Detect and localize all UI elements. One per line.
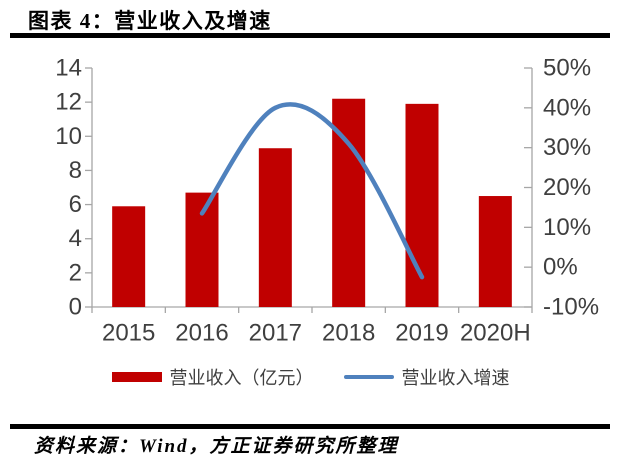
left-axis-tick-label: 2 xyxy=(69,259,82,286)
right-axis-tick-label: 20% xyxy=(543,174,591,201)
right-axis-tick-label: 0% xyxy=(543,254,578,281)
legend-item-revenue: 营业收入（亿元） xyxy=(111,364,314,390)
revenue-bar-2017 xyxy=(258,148,292,307)
left-axis-tick-label: 6 xyxy=(69,191,82,218)
right-axis-tick-label: 50% xyxy=(543,55,591,82)
right-axis-tick-label: -10% xyxy=(543,294,599,321)
title-underline-rule xyxy=(10,33,610,38)
left-axis-tick-label: 10 xyxy=(55,123,82,150)
source-note: 资料来源：Wind，方正证券研究所整理 xyxy=(34,436,399,457)
left-axis-tick-label: 4 xyxy=(69,225,82,252)
figure-title: 图表 4：营业收入及增速 xyxy=(28,9,272,33)
right-axis-tick-label: 30% xyxy=(543,134,591,161)
x-axis-label-2020H: 2020H xyxy=(460,320,531,347)
right-axis-tick-label: 40% xyxy=(543,94,591,121)
right-axis-tick-label: 10% xyxy=(543,214,591,241)
revenue-bar-2015 xyxy=(112,206,146,307)
legend-item-growth: 营业收入增速 xyxy=(343,364,510,390)
x-axis-label-2019: 2019 xyxy=(395,320,448,347)
x-axis-label-2016: 2016 xyxy=(175,320,228,347)
chart-legend: 营业收入（亿元） 营业收入增速 xyxy=(0,364,621,390)
revenue-bar-2020H xyxy=(478,196,512,307)
left-axis-tick-label: 0 xyxy=(69,294,82,321)
legend-label-growth: 营业收入增速 xyxy=(401,368,510,388)
x-axis-label-2018: 2018 xyxy=(322,320,375,347)
footer-rule xyxy=(10,424,610,429)
x-axis-label-2017: 2017 xyxy=(249,320,302,347)
left-axis-tick-label: 8 xyxy=(69,157,82,184)
revenue-bar-swatch-icon xyxy=(111,372,162,382)
x-axis-label-2015: 2015 xyxy=(102,320,155,347)
legend-label-revenue: 营业收入（亿元） xyxy=(169,368,314,388)
left-axis-tick-label: 12 xyxy=(55,89,82,116)
left-axis-tick-label: 14 xyxy=(55,55,82,82)
growth-line xyxy=(199,102,425,280)
growth-line-swatch-icon xyxy=(343,375,394,379)
